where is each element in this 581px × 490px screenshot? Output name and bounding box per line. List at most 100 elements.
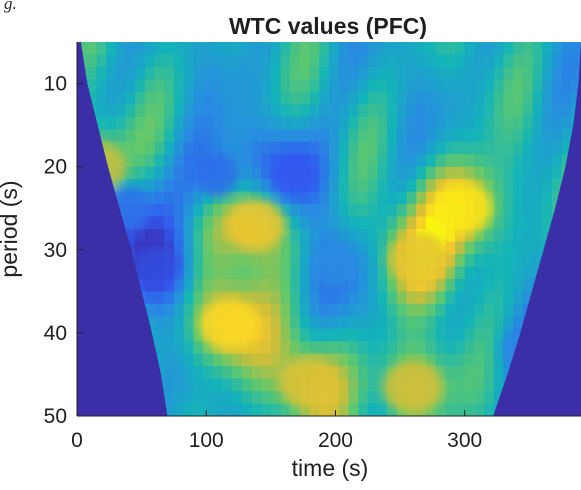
heatmap-cell xyxy=(329,191,340,205)
heatmap-cell xyxy=(212,91,223,105)
heatmap-cell xyxy=(232,104,243,118)
heatmap-cell xyxy=(435,42,446,56)
heatmap-cell xyxy=(474,241,485,255)
heatmap-cell xyxy=(270,116,282,130)
heatmap-cell xyxy=(115,141,127,155)
heatmap-cell xyxy=(154,204,165,218)
x-tick-label: 100 xyxy=(189,429,224,452)
heatmap-cell xyxy=(474,303,485,317)
heatmap-cell xyxy=(280,191,291,205)
heatmap-cell xyxy=(532,191,543,205)
heatmap-cell xyxy=(474,253,485,267)
heatmap-cell xyxy=(474,366,485,380)
heatmap-cell xyxy=(241,266,253,280)
heatmap-cell xyxy=(299,66,311,80)
x-tick-label: 300 xyxy=(447,429,482,452)
heatmap-cell xyxy=(261,366,272,380)
heatmap-cell xyxy=(493,303,505,317)
heatmap-cell xyxy=(367,341,379,355)
heatmap-cell xyxy=(551,191,563,205)
heatmap-cell xyxy=(416,291,427,305)
heatmap-cell xyxy=(154,141,165,155)
heatmap-cell xyxy=(193,378,204,392)
heatmap-cell xyxy=(377,328,388,342)
heatmap-cell xyxy=(522,104,534,118)
heatmap-cell xyxy=(86,42,97,56)
heatmap-cell xyxy=(532,116,543,130)
heatmap-cell xyxy=(183,278,194,292)
heatmap-cell xyxy=(493,179,505,193)
heatmap-cell xyxy=(396,154,408,168)
heatmap-cell xyxy=(183,42,194,56)
heatmap-cell xyxy=(309,303,320,317)
heatmap-cell xyxy=(484,91,495,105)
heatmap-cell xyxy=(299,104,311,118)
heatmap-cell xyxy=(96,42,107,56)
heatmap-cell xyxy=(455,79,466,93)
heatmap-cell xyxy=(338,129,349,143)
heatmap-cell xyxy=(222,353,233,367)
heatmap-cell xyxy=(212,403,223,416)
heatmap-cell xyxy=(493,42,505,56)
heatmap-cell xyxy=(513,179,524,193)
heatmap-cell xyxy=(416,104,427,118)
heatmap-cell xyxy=(232,391,243,405)
heatmap-cell xyxy=(319,66,330,80)
heatmap-cell xyxy=(406,42,417,56)
heatmap-cell xyxy=(144,316,156,330)
y-tick-label: 20 xyxy=(44,156,67,179)
heatmap-cell xyxy=(367,91,379,105)
heatmap-cell xyxy=(387,42,398,56)
heatmap-cell xyxy=(377,303,388,317)
heatmap-cell xyxy=(425,216,437,230)
heatmap-cell xyxy=(135,241,146,255)
x-tick-label: 200 xyxy=(318,429,353,452)
heatmap-cell xyxy=(387,216,398,230)
heatmap-cell xyxy=(309,278,320,292)
heatmap-cell xyxy=(280,266,291,280)
heatmap-cell xyxy=(106,42,117,56)
heatmap-cell xyxy=(193,191,204,205)
heatmap-cell xyxy=(319,91,330,105)
heatmap-cell xyxy=(183,391,194,405)
heatmap-cell xyxy=(367,129,379,143)
heatmap-cell xyxy=(232,241,243,255)
heatmap-cell xyxy=(164,129,175,143)
heatmap-cell xyxy=(513,204,524,218)
heatmap-cell xyxy=(299,328,311,342)
heatmap-cell xyxy=(164,328,175,342)
heatmap-cell xyxy=(222,204,233,218)
heatmap-cell xyxy=(348,316,359,330)
heatmap-plot-area xyxy=(76,42,581,417)
heatmap-cell xyxy=(241,179,253,193)
heatmap-cell xyxy=(484,253,495,267)
heatmap-cell xyxy=(542,216,553,230)
heatmap-cell xyxy=(551,66,563,80)
heatmap-cell xyxy=(367,104,379,118)
heatmap-cell xyxy=(513,91,524,105)
heatmap-cell xyxy=(251,141,262,155)
heatmap-cell xyxy=(484,129,495,143)
heatmap-cell xyxy=(193,54,204,68)
heatmap-cell xyxy=(367,166,379,180)
heatmap-cell xyxy=(251,179,262,193)
heatmap-cell xyxy=(445,229,456,243)
heatmap-cell xyxy=(329,79,340,93)
heatmap-cell xyxy=(280,328,291,342)
heatmap-cell xyxy=(299,141,311,155)
heatmap-cell xyxy=(319,141,330,155)
heatmap-cell xyxy=(493,353,505,367)
heatmap-cell xyxy=(455,303,466,317)
heatmap-cell xyxy=(183,104,194,118)
heatmap-cell xyxy=(319,229,330,243)
heatmap-cell xyxy=(367,378,379,392)
heatmap-cell xyxy=(270,241,282,255)
heatmap-cell xyxy=(416,179,427,193)
heatmap-cell xyxy=(329,291,340,305)
heatmap-cell xyxy=(251,91,262,105)
heatmap-cell xyxy=(270,403,282,416)
heatmap-cell xyxy=(406,316,417,330)
heatmap-cell xyxy=(493,266,505,280)
heatmap-cell xyxy=(445,42,456,56)
heatmap-cell xyxy=(377,166,388,180)
